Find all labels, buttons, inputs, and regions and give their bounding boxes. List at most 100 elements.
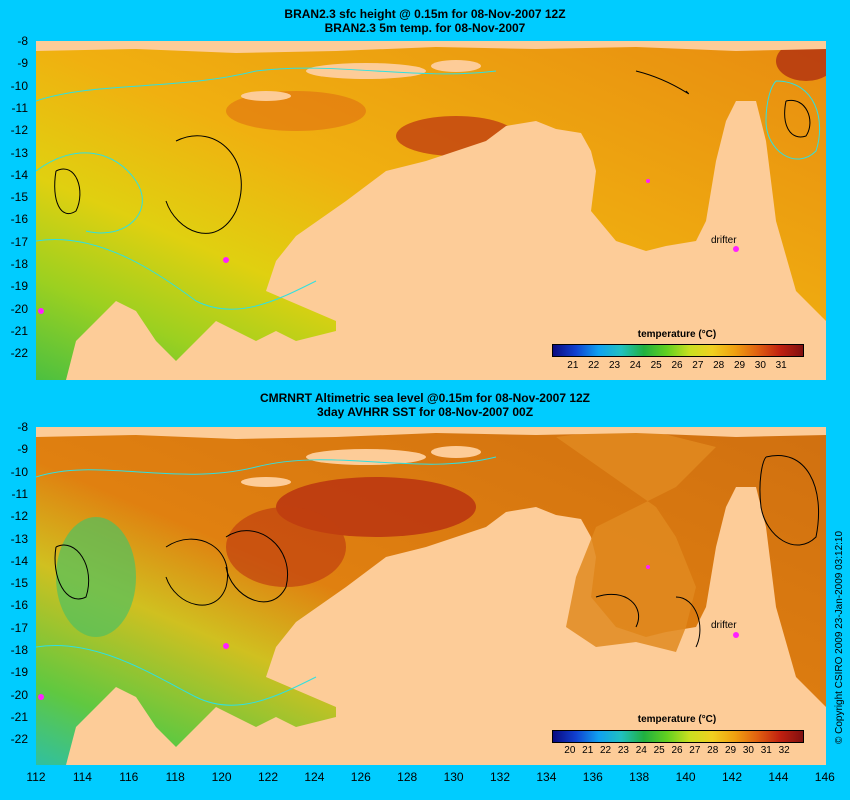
bottom-map-svg bbox=[35, 427, 826, 765]
top-colorbar-tick: 24 bbox=[629, 360, 641, 371]
island-strip bbox=[36, 427, 826, 439]
lon-label: 124 bbox=[304, 770, 325, 784]
bottom-lat-label: -21 bbox=[10, 709, 28, 724]
drifter-marker bbox=[223, 257, 229, 263]
top-lat-label: -14 bbox=[10, 167, 28, 182]
lon-label: 142 bbox=[721, 770, 743, 784]
bottom-drifter-label: drifter bbox=[711, 620, 737, 631]
bottom-lat-label: -22 bbox=[10, 732, 28, 747]
top-colorbar-tick: 21 bbox=[567, 360, 579, 371]
top-lat-label: -10 bbox=[10, 78, 28, 93]
lon-label: 128 bbox=[397, 770, 418, 784]
top-lat-label: -17 bbox=[10, 234, 28, 249]
drifter-marker bbox=[646, 179, 650, 183]
lon-label: 144 bbox=[768, 770, 789, 784]
drifter-marker bbox=[223, 643, 229, 649]
bottom-colorbar-tick: 21 bbox=[582, 745, 594, 756]
bottom-colorbar-tick: 26 bbox=[671, 745, 683, 756]
top-lat-label: -11 bbox=[11, 100, 28, 115]
bottom-colorbar-tick: 31 bbox=[760, 745, 772, 756]
bottom-colorbar-tick: 32 bbox=[778, 745, 790, 756]
bottom-colorbar-tick: 25 bbox=[653, 745, 665, 756]
top-title-line1: BRAN2.3 sfc height @ 0.15m for 08-Nov-20… bbox=[284, 7, 566, 21]
top-lat-label: -9 bbox=[17, 56, 28, 71]
bottom-colorbar-tick: 30 bbox=[742, 745, 754, 756]
top-lat-label: -22 bbox=[10, 346, 28, 361]
island bbox=[241, 91, 291, 101]
island bbox=[306, 449, 426, 465]
lon-label: 118 bbox=[165, 770, 185, 784]
top-map bbox=[35, 41, 836, 380]
lon-label: 132 bbox=[489, 770, 511, 784]
bottom-colorbar-tick: 20 bbox=[564, 745, 576, 756]
bottom-lat-label: -15 bbox=[10, 576, 28, 591]
lon-label: 112 bbox=[26, 770, 46, 784]
lon-label: 140 bbox=[675, 770, 696, 784]
copyright-notice: © Copyright CSIRO 2009 23-Jan-2009 03:12… bbox=[834, 530, 845, 744]
top-colorbar bbox=[552, 344, 804, 357]
top-title-line2: BRAN2.3 5m temp. for 08-Nov-2007 bbox=[324, 21, 526, 35]
lon-label: 136 bbox=[582, 770, 603, 784]
top-colorbar-title: temperature (°C) bbox=[637, 329, 717, 340]
bottom-colorbar-tick: 23 bbox=[617, 745, 629, 756]
top-colorbar-tick: 28 bbox=[713, 360, 725, 371]
drifter-marker bbox=[733, 632, 739, 638]
bottom-lat-label: -11 bbox=[11, 486, 28, 501]
top-colorbar-tick: 23 bbox=[608, 360, 621, 371]
lon-label: 146 bbox=[814, 770, 835, 784]
top-lat-label: -21 bbox=[10, 323, 28, 338]
top-colorbar-tick: 30 bbox=[754, 360, 766, 371]
top-colorbar-tick: 29 bbox=[733, 360, 746, 371]
island bbox=[306, 63, 426, 79]
bottom-lat-label: -16 bbox=[10, 598, 28, 613]
bottom-lat-label: -13 bbox=[10, 531, 28, 546]
top-lat-label: -16 bbox=[10, 212, 28, 227]
top-lat-label: -19 bbox=[10, 279, 28, 294]
drifter-marker bbox=[38, 308, 44, 314]
drifter-marker bbox=[733, 246, 739, 252]
bottom-colorbar bbox=[552, 730, 804, 743]
bottom-colorbar-tick: 22 bbox=[600, 745, 612, 756]
bottom-colorbar-tick: 24 bbox=[635, 745, 647, 756]
top-map-svg bbox=[35, 41, 836, 380]
top-lat-label: -18 bbox=[10, 257, 28, 271]
bottom-lat-label: -20 bbox=[10, 687, 28, 702]
island bbox=[431, 446, 481, 458]
land-south bbox=[66, 301, 336, 380]
bottom-title-line2: 3day AVHRR SST for 08-Nov-2007 00Z bbox=[316, 405, 534, 419]
top-drifter-label: drifter bbox=[711, 235, 737, 246]
top-colorbar-tick: 22 bbox=[588, 360, 600, 371]
lon-label: 116 bbox=[119, 770, 139, 784]
bottom-colorbar-tick: 27 bbox=[689, 745, 701, 756]
bottom-lat-label: -18 bbox=[10, 643, 28, 657]
island bbox=[431, 60, 481, 72]
drifter-marker bbox=[646, 565, 650, 569]
bottom-colorbar-tick: 29 bbox=[725, 745, 737, 756]
top-colorbar-tick: 27 bbox=[692, 360, 704, 371]
top-lat-label: -13 bbox=[10, 145, 28, 160]
top-lat-label: -12 bbox=[10, 123, 28, 138]
lon-label: 134 bbox=[536, 770, 557, 784]
bottom-lat-label: -14 bbox=[10, 553, 28, 568]
bottom-colorbar-tick: 28 bbox=[707, 745, 719, 756]
lon-label: 114 bbox=[72, 770, 92, 784]
top-colorbar-tick: 25 bbox=[650, 360, 662, 371]
top-lat-label: -20 bbox=[10, 301, 28, 316]
bottom-title-line1: CMRNRT Altimetric sea level @0.15m for 0… bbox=[259, 391, 591, 405]
drifter-marker bbox=[38, 694, 44, 700]
bottom-lat-label: -19 bbox=[10, 665, 28, 680]
lon-label: 126 bbox=[350, 770, 371, 784]
top-colorbar-tick: 26 bbox=[671, 360, 683, 371]
land-mass bbox=[266, 101, 826, 380]
bottom-colorbar-title: temperature (°C) bbox=[637, 714, 717, 725]
bottom-lat-label: -12 bbox=[10, 509, 28, 524]
top-colorbar-tick: 31 bbox=[775, 360, 787, 371]
land-mass bbox=[266, 487, 826, 765]
top-lat-label: -8 bbox=[17, 34, 28, 48]
lon-label: 138 bbox=[629, 770, 650, 784]
bottom-lat-label: -8 bbox=[17, 420, 28, 434]
island bbox=[241, 477, 291, 487]
lon-label: 130 bbox=[443, 770, 464, 784]
bottom-lat-label: -9 bbox=[17, 442, 28, 457]
bottom-lat-label: -10 bbox=[10, 464, 28, 479]
